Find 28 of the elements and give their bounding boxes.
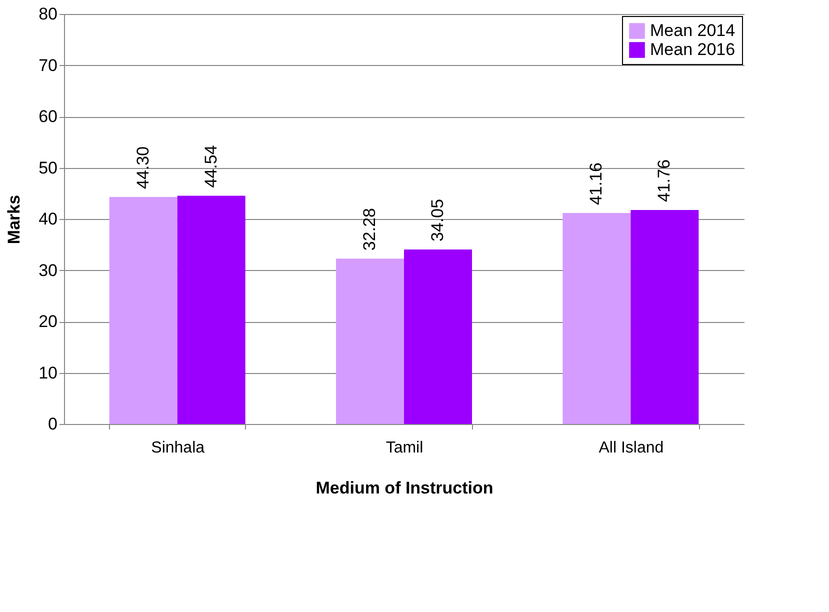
bar: [336, 258, 404, 424]
data-label: 34.05: [428, 198, 447, 242]
y-tick-label: 70: [38, 56, 58, 75]
x-tick-label: Tamil: [386, 440, 424, 456]
data-label: 44.30: [133, 146, 152, 189]
bar: [109, 196, 178, 424]
bar: [562, 213, 631, 424]
data-label: 41.16: [586, 162, 606, 206]
y-tick-label: 60: [38, 107, 58, 126]
y-axis-title: Marks: [4, 194, 24, 244]
bar: [630, 210, 699, 424]
legend-label: Mean 2016: [650, 40, 736, 59]
y-tick-label: 80: [38, 4, 58, 24]
x-tick-label: All Island: [598, 440, 664, 456]
y-tick-label: 30: [38, 260, 58, 280]
y-tick-label: 50: [38, 158, 58, 178]
data-label: 32.28: [360, 208, 379, 251]
legend-label: Mean 2014: [650, 21, 736, 40]
y-tick-label: 20: [38, 312, 58, 331]
y-tick-label: 0: [48, 414, 58, 434]
x-tick-label: Sinhala: [151, 440, 205, 456]
bar: [177, 196, 246, 424]
x-axis-title: Medium of Instruction: [316, 478, 494, 498]
data-label: 41.76: [654, 159, 674, 202]
bar: [404, 249, 472, 424]
y-tick-label: 10: [38, 363, 58, 382]
y-tick-label: 40: [38, 210, 58, 228]
data-label: 44.54: [201, 145, 220, 188]
